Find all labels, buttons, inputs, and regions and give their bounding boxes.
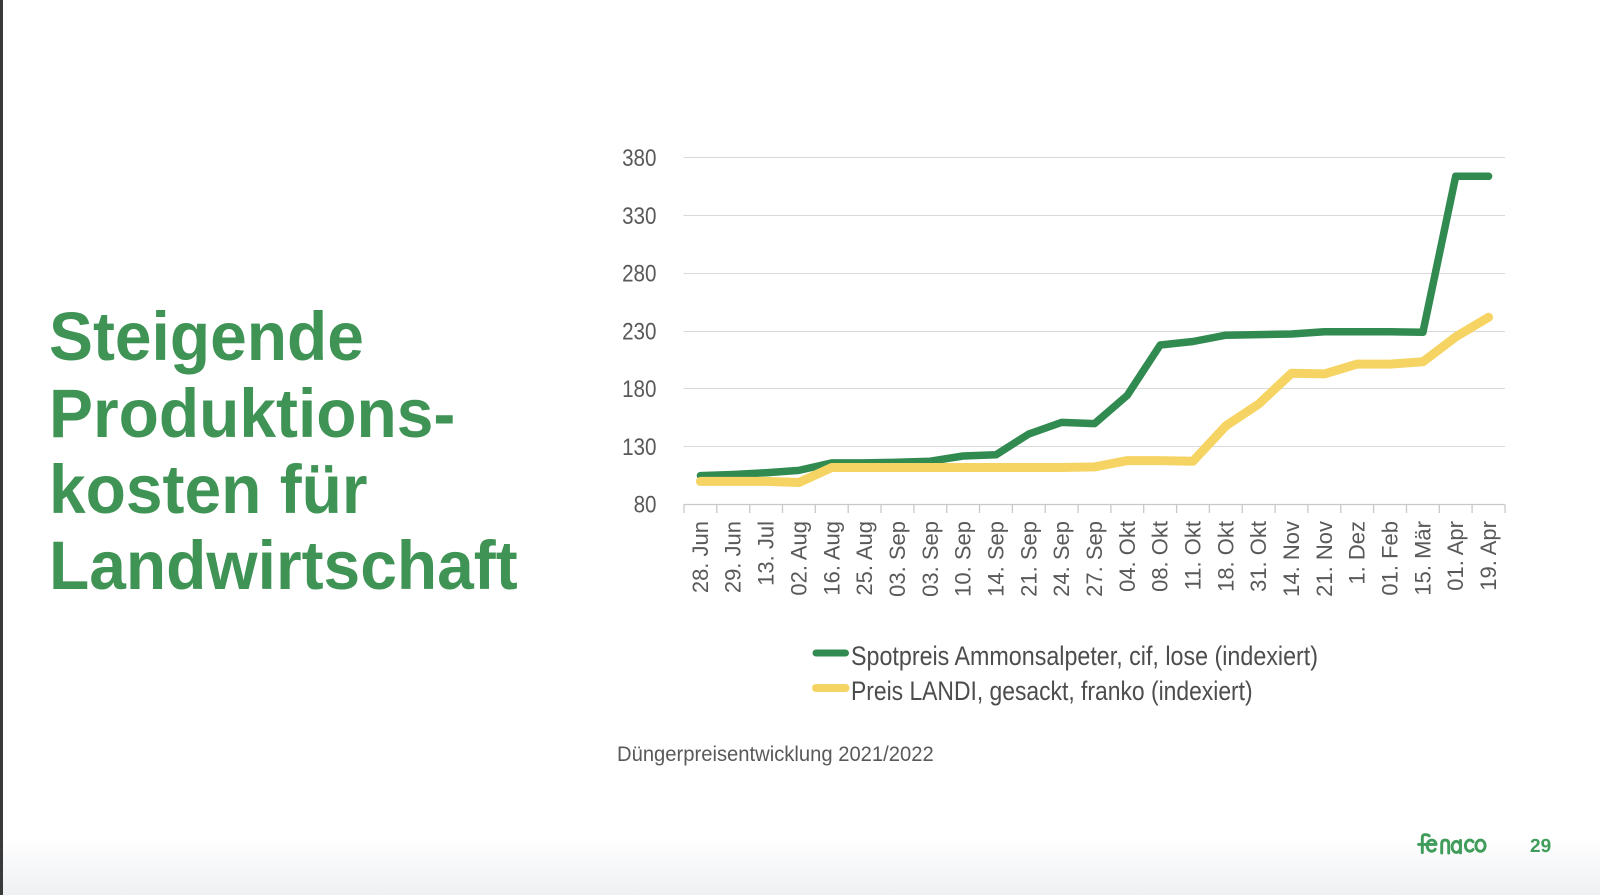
svg-text:18. Okt: 18. Okt xyxy=(1213,521,1238,592)
svg-text:230: 230 xyxy=(622,318,656,345)
svg-text:130: 130 xyxy=(622,434,656,461)
svg-text:03. Sep: 03. Sep xyxy=(918,521,943,597)
svg-text:28. Jun: 28. Jun xyxy=(688,521,713,593)
svg-text:16. Aug: 16. Aug xyxy=(819,521,844,596)
svg-text:21. Nov: 21. Nov xyxy=(1312,521,1337,597)
svg-text:27. Sep: 27. Sep xyxy=(1082,521,1107,597)
svg-text:24. Sep: 24. Sep xyxy=(1049,521,1074,597)
svg-text:15. Mär: 15. Mär xyxy=(1410,521,1435,596)
svg-text:03. Sep: 03. Sep xyxy=(885,521,910,597)
svg-text:01. Apr: 01. Apr xyxy=(1443,521,1468,591)
svg-text:330: 330 xyxy=(622,203,656,230)
svg-text:04. Okt: 04. Okt xyxy=(1115,521,1140,592)
svg-text:02. Aug: 02. Aug xyxy=(786,521,811,596)
svg-text:25. Aug: 25. Aug xyxy=(852,521,877,596)
svg-text:13. Jul: 13. Jul xyxy=(754,521,779,586)
svg-text:80: 80 xyxy=(634,492,657,519)
svg-text:01. Feb: 01. Feb xyxy=(1378,521,1403,596)
svg-text:280: 280 xyxy=(622,261,656,288)
svg-text:14. Nov: 14. Nov xyxy=(1279,521,1304,597)
svg-text:29. Jun: 29. Jun xyxy=(721,521,746,593)
svg-text:180: 180 xyxy=(622,376,656,403)
svg-text:11. Okt: 11. Okt xyxy=(1181,521,1206,590)
svg-text:10. Sep: 10. Sep xyxy=(951,521,976,597)
svg-text:31. Okt: 31. Okt xyxy=(1246,521,1271,592)
svg-text:19. Apr: 19. Apr xyxy=(1476,521,1501,591)
svg-text:380: 380 xyxy=(622,145,656,172)
svg-text:21. Sep: 21. Sep xyxy=(1016,521,1041,597)
svg-text:14. Sep: 14. Sep xyxy=(984,521,1009,597)
svg-text:1. Dez: 1. Dez xyxy=(1345,521,1370,585)
svg-text:08. Okt: 08. Okt xyxy=(1148,521,1173,592)
